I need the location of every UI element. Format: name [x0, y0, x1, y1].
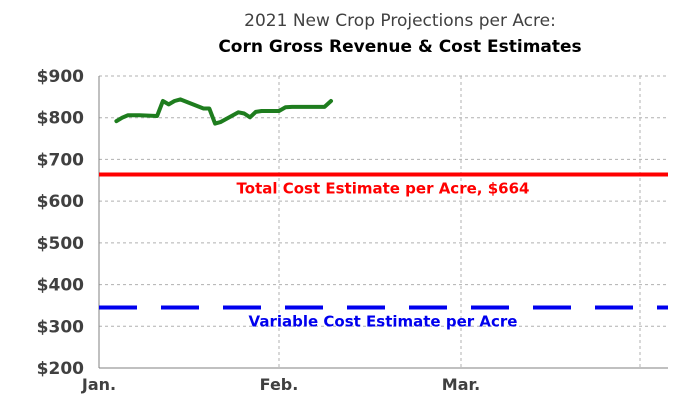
y-tick-label: $200: [37, 359, 84, 379]
chart-subtitle: Corn Gross Revenue & Cost Estimates: [218, 37, 581, 57]
x-tick-label: Mar.: [442, 375, 480, 394]
y-tick-label: $600: [37, 192, 84, 212]
x-tick-label: Jan.: [81, 375, 116, 394]
y-tick-label: $800: [37, 109, 84, 129]
y-tick-label: $700: [37, 150, 84, 170]
x-axis-ticks: Jan. Feb. Mar.: [81, 375, 480, 394]
annotations: Total Cost Estimate per Acre, $664 Variab…: [237, 179, 530, 330]
total-cost-label: Total Cost Estimate per Acre, $664: [237, 179, 530, 197]
y-tick-label: $300: [37, 317, 84, 337]
revenue-line: [114, 97, 333, 126]
y-tick-label: $500: [37, 234, 84, 254]
variable-cost-label: Variable Cost Estimate per Acre: [249, 313, 518, 331]
y-axis-ticks: $900 $800 $700 $600 $500 $400 $300 $200: [37, 67, 84, 379]
gridlines: [98, 75, 668, 369]
y-tick-label: $400: [37, 276, 84, 296]
y-tick-label: $900: [37, 67, 84, 87]
x-tick-label: Feb.: [260, 375, 299, 394]
chart-title: 2021 New Crop Projections per Acre:: [244, 11, 556, 31]
series-layer: [99, 97, 668, 310]
